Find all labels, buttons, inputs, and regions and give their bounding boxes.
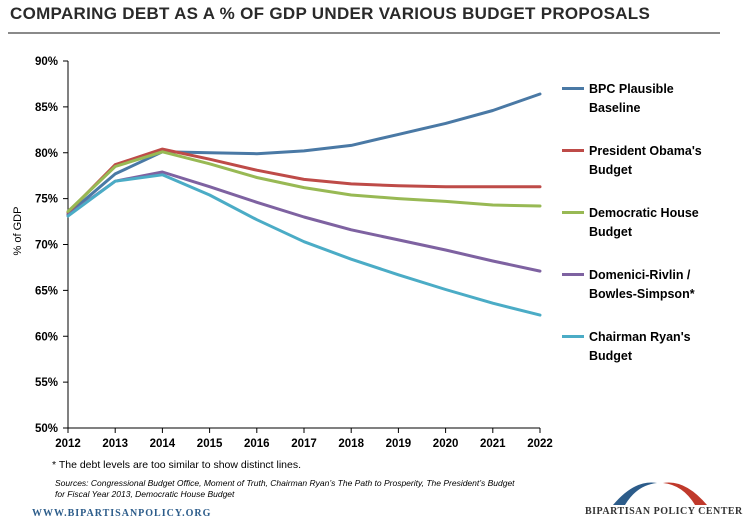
series-line-domenici: [66, 170, 542, 273]
series-line-bpc: [66, 92, 542, 216]
logo-text: BIPARTISAN POLICY CENTER: [585, 506, 743, 517]
y-tick-label: 85%: [35, 102, 58, 114]
x-tick-label: 2020: [433, 438, 459, 450]
legend-item-bpc: BPC Plausible Baseline: [562, 80, 742, 142]
x-tick-label: 2015: [197, 438, 223, 450]
legend-swatch-house: [562, 211, 584, 214]
y-tick-label: 90%: [35, 56, 58, 68]
legend-swatch-bpc: [562, 87, 584, 90]
y-tick-label: 70%: [35, 240, 58, 252]
series-line-house: [66, 150, 542, 213]
legend-swatch-obama: [562, 149, 584, 152]
legend-label: BPC Plausible: [589, 82, 674, 96]
title-divider: [8, 32, 720, 34]
legend-item-ryan: Chairman Ryan's Budget: [562, 328, 742, 390]
y-tick-label: 80%: [35, 148, 58, 160]
x-tick-label: 2014: [150, 438, 176, 450]
legend-item-obama: President Obama's Budget: [562, 142, 742, 204]
series-line-ryan: [66, 173, 542, 317]
y-tick-label: 65%: [35, 285, 58, 297]
y-tick-label: 55%: [35, 377, 58, 389]
legend-label: Budget: [589, 349, 633, 363]
x-tick-label: 2012: [55, 438, 81, 450]
legend-item-house: Democratic House Budget: [562, 204, 742, 266]
x-tick-label: 2013: [102, 438, 128, 450]
x-tick-label: 2017: [291, 438, 317, 450]
legend-label: Domenici-Rivlin /: [589, 268, 691, 282]
y-tick-label: 60%: [35, 331, 58, 343]
y-tick-label: 75%: [35, 194, 58, 206]
legend-label: Baseline: [589, 101, 641, 115]
x-tick-label: 2018: [338, 438, 364, 450]
legend-swatch-domenici: [562, 273, 584, 276]
series-line-obama: [66, 147, 542, 214]
sources-note: Sources: Congressional Budget Office, Mo…: [55, 478, 515, 499]
bpc-logo-icon: [613, 482, 707, 505]
y-axis-label: % of GDP: [12, 206, 24, 256]
x-tick-label: 2022: [527, 438, 553, 450]
y-tick-label: 50%: [35, 423, 58, 435]
x-tick-label: 2019: [386, 438, 412, 450]
legend-label: President Obama's: [589, 144, 702, 158]
footnote: * The debt levels are too similar to sho…: [52, 459, 302, 471]
website-link[interactable]: WWW.BIPARTISANPOLICY.ORG: [32, 508, 212, 519]
chart-legend: BPC Plausible Baseline President Obama's…: [562, 80, 742, 390]
legend-label: Bowles-Simpson*: [589, 287, 695, 301]
legend-label: Budget: [589, 225, 633, 239]
chart-title: COMPARING DEBT AS A % OF GDP UNDER VARIO…: [10, 4, 651, 23]
legend-label: Budget: [589, 163, 633, 177]
legend-label: Democratic House: [589, 206, 699, 220]
x-tick-label: 2021: [480, 438, 506, 450]
legend-label: Chairman Ryan's: [589, 330, 691, 344]
x-tick-label: 2016: [244, 438, 270, 450]
legend-swatch-ryan: [562, 335, 584, 338]
legend-item-domenici: Domenici-Rivlin / Bowles-Simpson*: [562, 266, 742, 328]
